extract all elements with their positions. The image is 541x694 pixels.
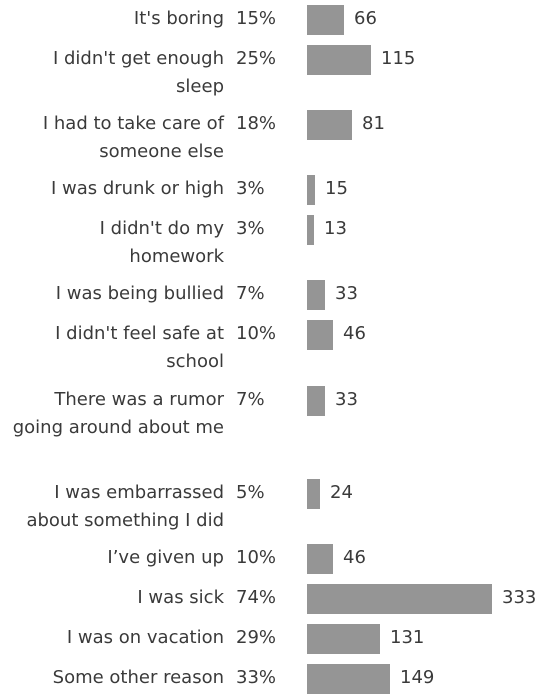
percent-label: 3%	[236, 178, 265, 199]
percent-label: 3%	[236, 218, 265, 239]
value-label: 66	[354, 8, 377, 29]
category-label: I didn't get enough sleep	[52, 48, 224, 97]
percent-label: 7%	[236, 283, 265, 304]
value-label: 33	[335, 283, 358, 304]
bar	[307, 45, 371, 75]
bar	[307, 479, 320, 509]
bar	[307, 624, 380, 654]
value-label: 46	[343, 323, 366, 344]
category-label: I didn't feel safe at school	[55, 323, 224, 372]
bar	[307, 584, 492, 614]
bar	[307, 215, 314, 245]
value-label: 24	[330, 482, 353, 503]
bar	[307, 280, 325, 310]
bar	[307, 664, 390, 694]
category-label: There was a rumor going around about me	[12, 389, 224, 438]
value-label: 131	[390, 627, 425, 648]
category-label: I was embarrassed about something I did	[26, 482, 224, 531]
percent-label: 29%	[236, 627, 277, 648]
category-label: I was sick	[137, 587, 224, 608]
category-label: It's boring	[133, 8, 224, 29]
category-label: I was drunk or high	[50, 178, 224, 199]
value-label: 15	[325, 178, 348, 199]
percent-label: 7%	[236, 389, 265, 410]
value-label: 149	[400, 667, 435, 688]
bar	[307, 320, 333, 350]
bar	[307, 386, 325, 416]
percent-label: 25%	[236, 48, 277, 69]
category-label: I had to take care of someone else	[42, 113, 224, 162]
category-label: I’ve given up	[107, 547, 224, 568]
category-label: I was being bullied	[55, 283, 224, 304]
category-label: Some other reason	[52, 667, 224, 688]
value-label: 33	[335, 389, 358, 410]
value-label: 333	[502, 587, 537, 608]
value-label: 81	[362, 113, 385, 134]
bar	[307, 175, 315, 205]
bar	[307, 110, 352, 140]
percent-label: 5%	[236, 482, 265, 503]
value-label: 13	[324, 218, 347, 239]
category-label: I was on vacation	[66, 627, 224, 648]
value-label: 115	[381, 48, 416, 69]
category-label: I didn't do my homework	[99, 218, 224, 267]
value-label: 46	[343, 547, 366, 568]
percent-label: 18%	[236, 113, 277, 134]
percent-label: 33%	[236, 667, 277, 688]
percent-label: 10%	[236, 323, 277, 344]
percent-label: 10%	[236, 547, 277, 568]
bar	[307, 544, 333, 574]
percent-label: 74%	[236, 587, 277, 608]
percent-label: 15%	[236, 8, 277, 29]
bar	[307, 5, 344, 35]
